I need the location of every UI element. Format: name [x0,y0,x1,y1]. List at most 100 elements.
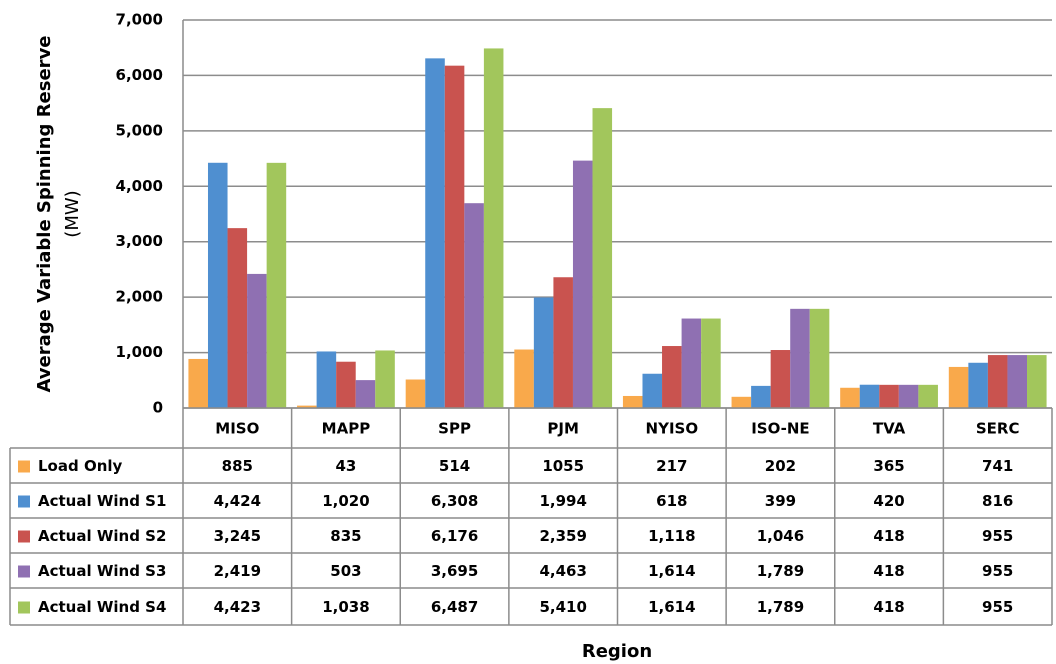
bar [987,355,1008,408]
bar [572,160,593,408]
table-cell: 1055 [542,457,584,475]
bar [622,395,643,408]
table-cell: 5,410 [539,598,586,616]
bar [247,273,267,408]
bar [1027,355,1047,408]
table-cell: 1,046 [757,527,804,545]
table-cell: 2,419 [214,562,261,580]
x-tick-label: PJM [547,420,579,438]
y-tick-label: 5,000 [116,121,163,139]
table-cell: 365 [873,457,904,475]
legend-label: Actual Wind S2 [38,527,166,545]
table-cell: 885 [222,457,253,475]
legend-swatch [18,565,30,578]
x-tick-label: SPP [438,420,471,438]
y-axis-title-unit: (MW) [62,190,83,237]
table-cell: 1,118 [648,527,695,545]
bar [464,203,484,408]
bar [483,48,504,409]
bar [375,350,395,408]
table-cell: 418 [873,527,904,545]
table-cell: 3,245 [214,527,261,545]
x-axis-title: Region [582,641,652,662]
y-tick-label: 2,000 [116,288,163,306]
bar [809,308,830,408]
table-cell: 835 [330,527,361,545]
legend-label: Load Only [38,457,123,475]
legend-swatch [18,495,30,508]
y-tick-label: 3,000 [116,232,163,250]
y-tick-label: 4,000 [116,177,163,195]
x-tick-label: TVA [873,420,906,438]
table-cell: 399 [765,492,796,510]
y-tick-label: 6,000 [116,66,163,84]
y-tick-label: 1,000 [116,343,163,361]
table-cell: 955 [982,562,1013,580]
table-cell: 1,994 [539,492,586,510]
table-cell: 1,020 [322,492,369,510]
bar [514,349,534,408]
legend-swatch [18,530,30,543]
table-cell: 418 [873,598,904,616]
table-cell: 1,038 [322,598,369,616]
bar [770,350,791,408]
table-cell: 6,176 [431,527,478,545]
x-tick-label: SERC [976,420,1020,438]
x-tick-label: MAPP [322,420,371,438]
bar [642,373,663,408]
bar [662,346,682,408]
bar [533,297,554,408]
table-cell: 2,359 [539,527,586,545]
bar [316,351,337,408]
bar [790,308,810,408]
bar [701,318,721,408]
bar [840,387,860,408]
table-cell: 503 [330,562,361,580]
bar [266,162,287,408]
bar [898,384,919,408]
table-cell: 1,614 [648,598,695,616]
table-cell: 955 [982,598,1013,616]
y-tick-label: 0 [153,399,163,417]
legend-label: Actual Wind S4 [38,598,166,616]
legend-swatch [18,460,30,473]
bar [968,362,988,408]
bar [188,358,208,408]
bar [879,384,899,408]
x-tick-label: MISO [215,420,259,438]
bar [731,396,752,408]
table-cell: 420 [873,492,904,510]
table-cell: 217 [656,457,687,475]
table-cell: 955 [982,527,1013,545]
table-cell: 1,614 [648,562,695,580]
table-cell: 43 [336,457,357,475]
table-cell: 1,789 [757,562,804,580]
bar [681,318,702,408]
bar [336,361,356,408]
table-cell: 6,308 [431,492,478,510]
table-cell: 418 [873,562,904,580]
bar [859,384,880,408]
table-cell: 618 [656,492,687,510]
y-tick-label: 7,000 [116,11,163,29]
x-tick-label: ISO-NE [751,420,809,438]
bar [227,228,248,408]
bar [553,277,573,408]
table-cell: 3,695 [431,562,478,580]
bar [1007,355,1028,408]
table-cell: 202 [765,457,796,475]
table-cell: 741 [982,457,1013,475]
bar [405,379,426,408]
table-cell: 4,424 [214,492,261,510]
table-cell: 514 [439,457,470,475]
table-cell: 4,463 [539,562,586,580]
bar [297,405,317,408]
y-axis-title: Average Variable Spinning Reserve [34,35,55,392]
legend-label: Actual Wind S3 [38,562,166,580]
legend-label: Actual Wind S1 [38,492,166,510]
bar [751,385,771,408]
table-cell: 6,487 [431,598,478,616]
table-cell: 1,789 [757,598,804,616]
bar [425,58,445,409]
